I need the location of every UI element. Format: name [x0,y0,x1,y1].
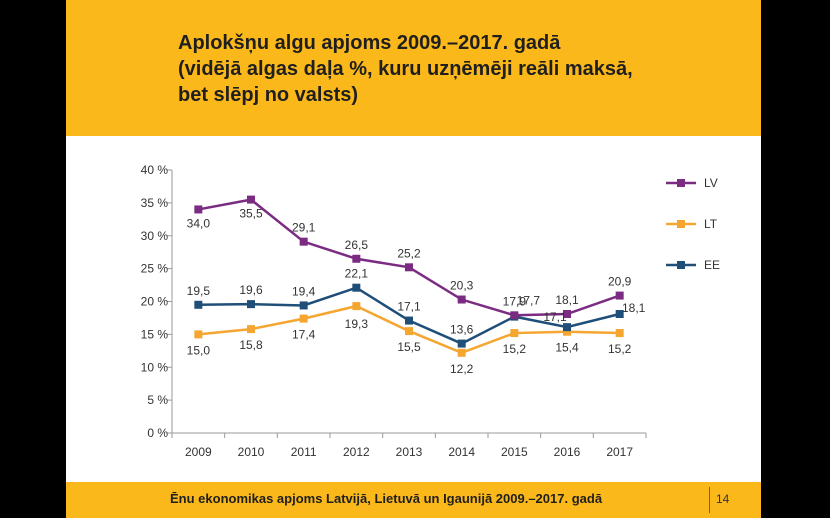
data-point-lv [247,195,255,204]
x-tick-label: 2016 [554,445,581,459]
data-label-lt: 15,0 [187,343,211,357]
legend-label-lt: LT [704,217,718,231]
page-number: 14 [716,492,730,506]
data-label-lt: 15,2 [503,342,527,356]
y-tick-label: 30 % [141,229,169,243]
data-point-lv [510,311,519,320]
y-tick-label: 20 % [141,295,169,309]
chart-panel: 0 % 5 % 10 % 15 % 20 % 25 % 30 % 35 % 40 % 2009 20… [66,136,761,482]
data-label-ee: 18,1 [622,301,646,315]
y-tick-label: 35 % [141,196,169,210]
y-tick-label: 5 % [147,393,168,407]
data-point-ee [615,309,624,318]
data-label-ee: 17,7 [517,294,541,308]
data-label-lt: 12,2 [450,362,474,376]
x-tick-label: 2013 [396,445,423,459]
legend-label-ee: EE [704,258,720,272]
data-point-ee [563,323,571,332]
title-line-2: (vidējā algas daļa %, kuru uzņēmēji reāl… [178,58,633,80]
legend-marker-lv [677,179,685,187]
data-point-lv [405,263,413,272]
data-point-lv [457,295,466,304]
data-label-lv: 26,5 [345,238,369,252]
legend-label-lv: LV [704,176,718,190]
slide-title: Aplokšņu algu apjoms 2009.–2017. gadā (v… [178,30,738,108]
x-tick-label: 2011 [291,445,317,459]
x-tick-label: 2014 [448,445,475,459]
title-line-3: bet slēpj no valsts) [178,84,359,106]
data-point-ee [299,301,308,310]
data-label-ee: 13,6 [450,323,474,337]
data-label-ee: 19,4 [292,284,316,298]
footer-text: Ēnu ekonomikas apjoms Latvijā, Lietuvā u… [170,491,603,506]
data-label-lt: 19,3 [345,317,369,331]
data-point-lt [615,329,624,338]
data-point-ee [457,339,466,348]
data-point-ee [247,300,255,309]
data-label-lv: 35,5 [239,207,263,221]
data-point-lt [457,348,466,357]
x-tick-label: 2010 [238,445,265,459]
data-label-lv: 18,1 [555,293,579,307]
data-label-lt: 15,2 [608,342,632,356]
data-point-lt [510,329,519,338]
data-point-lt [247,325,255,334]
x-tick-label: 2017 [606,445,633,459]
data-label-lv: 29,1 [292,221,316,235]
data-label-ee: 17,1 [397,300,421,314]
data-point-lv [352,254,361,263]
data-point-lt [563,327,571,336]
data-label-lt: 17,4 [292,328,316,342]
header-band [66,0,761,136]
data-point-lt [299,314,308,323]
data-point-ee [405,316,413,325]
data-label-lv: 25,2 [397,246,421,260]
data-point-ee [194,300,203,309]
x-tick-label: 2009 [185,445,212,459]
data-point-lv [563,309,571,318]
legend-marker-lt [677,220,685,228]
y-tick-label: 25 % [141,262,169,276]
data-point-lt [194,330,203,339]
data-label-ee: 22,1 [345,267,369,281]
data-label-lt: 15,5 [397,340,421,354]
y-tick-label: 40 % [141,163,169,177]
data-label-lt: 15,4 [555,341,579,355]
data-label-lt: 15,8 [239,338,263,352]
footer-band: Ēnu ekonomikas apjoms Latvijā, Lietuvā u… [66,482,761,518]
data-label-lv: 20,9 [608,275,632,289]
data-label-lv: 34,0 [187,216,211,230]
data-point-lv [615,291,624,300]
data-label-ee: 17,1 [543,310,567,324]
y-tick-label: 15 % [141,327,169,341]
data-point-lt [352,302,361,311]
line-chart: 0 % 5 % 10 % 15 % 20 % 25 % 30 % 35 % 40 % 2009 20… [141,163,720,459]
data-label-ee: 19,6 [239,283,263,297]
data-point-ee [352,283,361,292]
x-tick-label: 2012 [343,445,370,459]
title-line-1: Aplokšņu algu apjoms 2009.–2017. gadā [178,32,561,54]
data-label-lv: 20,3 [450,279,474,293]
data-label-ee: 19,5 [187,284,211,298]
y-tick-label: 10 % [141,360,169,374]
legend-marker-ee [677,261,685,269]
y-tick-label: 0 % [147,426,168,440]
x-tick-label: 2015 [501,445,528,459]
data-label-lv: 17,9 [503,294,527,308]
footer-divider [709,487,710,513]
data-point-lt [405,327,413,336]
data-point-lv [299,237,308,246]
data-point-lv [194,205,203,214]
